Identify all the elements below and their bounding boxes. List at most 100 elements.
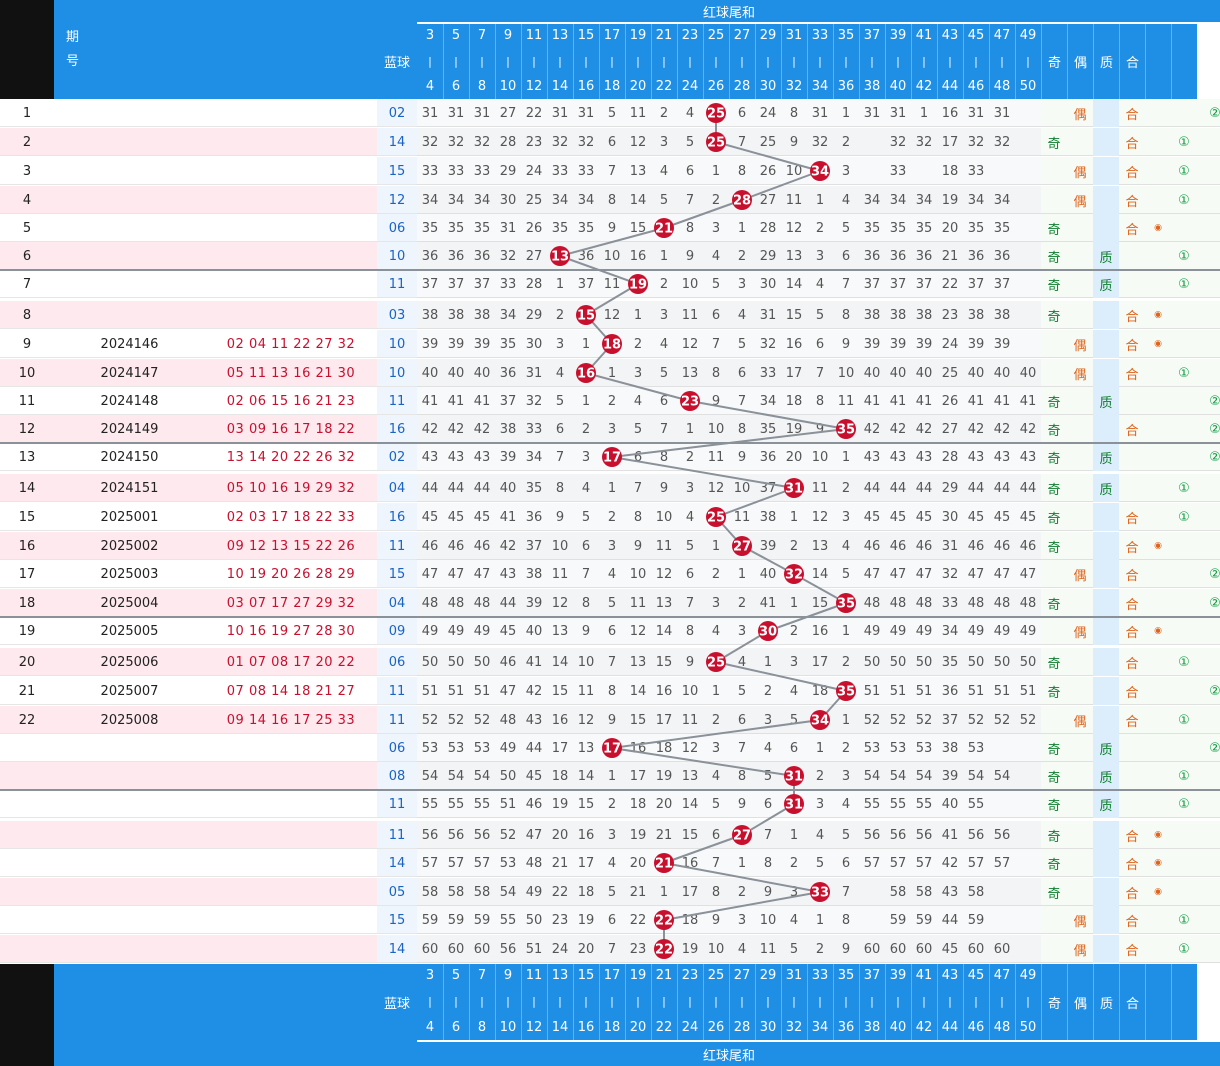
trend-cell: 43 xyxy=(967,449,985,465)
attr-even xyxy=(1067,443,1093,471)
attr-odd: 奇 xyxy=(1047,395,1061,411)
trend-cell: 36 xyxy=(421,248,439,264)
attr-odd: 奇 xyxy=(1047,250,1061,266)
attr-even: 偶 xyxy=(1073,568,1087,584)
trend-cell: 19 xyxy=(629,827,647,843)
attr-odd xyxy=(1041,617,1067,645)
header-col-top-label: 29 xyxy=(759,28,777,43)
attr-comp: 合 xyxy=(1125,136,1139,152)
row-red-balls: 09 12 13 15 22 26 xyxy=(226,538,356,554)
trend-cell: 2 xyxy=(737,595,747,611)
attr-comp xyxy=(1119,242,1145,270)
header-col-top-label: 21 xyxy=(655,28,673,43)
header-col-17: 17 | 18 xyxy=(599,24,625,99)
row-index: 20 xyxy=(18,654,36,670)
row-index xyxy=(0,790,54,818)
trend-cell: 54 xyxy=(863,768,881,784)
trend-cell: 45 xyxy=(1019,509,1037,525)
trend-cell: 5 xyxy=(607,595,617,611)
col-line xyxy=(495,964,496,1040)
trend-cell: 48 xyxy=(967,595,985,611)
trend-cell: 33 xyxy=(499,276,517,292)
trend-cell: 23 xyxy=(941,307,959,323)
row-blue-ball: 14 xyxy=(388,855,406,871)
trend-cell: 14 xyxy=(811,566,829,582)
trend-cell: 3 xyxy=(815,248,825,264)
trend-cell: 60 xyxy=(863,941,881,957)
header-col-bottom-label: 48 xyxy=(993,79,1011,94)
row-bg-trend xyxy=(417,99,1041,127)
col-divider: | xyxy=(974,54,978,68)
trend-cell: 30 xyxy=(525,336,543,352)
trend-cell: 40 xyxy=(421,365,439,381)
attr-odd: 奇 xyxy=(1047,742,1061,758)
trend-cell: 4 xyxy=(737,654,747,670)
trend-cell: 57 xyxy=(421,855,439,871)
trend-cell: 7 xyxy=(685,595,695,611)
trend-cell: 17 xyxy=(785,365,803,381)
row-blue-ball: 02 xyxy=(388,105,406,121)
trend-cell xyxy=(1015,330,1041,358)
trend-cell: 1 xyxy=(607,768,617,784)
trend-cell: 2 xyxy=(789,538,799,554)
footer-col-41: 41 | 42 xyxy=(911,964,937,1040)
row-blue-ball: 11 xyxy=(388,796,406,812)
col-line xyxy=(911,24,912,99)
trend-cell xyxy=(1015,157,1041,185)
trend-cell: 7 xyxy=(659,421,669,437)
trend-cell: 35 xyxy=(421,220,439,236)
trend-cell: 47 xyxy=(889,566,907,582)
attr-even: 偶 xyxy=(1073,625,1087,641)
trend-cell: 1 xyxy=(711,163,721,179)
row-blue-ball: 03 xyxy=(388,307,406,323)
attr-odd xyxy=(1041,906,1067,934)
footer-col-25: 25 | 26 xyxy=(703,964,729,1040)
trend-cell: 1 xyxy=(737,566,747,582)
trend-cell: 5 xyxy=(841,220,851,236)
row-bg-trend xyxy=(417,242,1041,270)
row-blue-ball: 11 xyxy=(388,393,406,409)
row-blue-ball: 11 xyxy=(388,827,406,843)
trend-cell: 41 xyxy=(889,393,907,409)
header-col-9: 9 | 10 xyxy=(495,24,521,99)
trend-cell: 4 xyxy=(789,912,799,928)
trend-cell: 13 xyxy=(629,654,647,670)
header-col-bottom-label: 50 xyxy=(1019,79,1037,94)
trend-cell: 11 xyxy=(655,538,673,554)
row-red-balls xyxy=(205,935,377,963)
row-bg-attr xyxy=(1041,128,1220,156)
row-red-balls xyxy=(205,878,377,906)
row-blue-ball: 15 xyxy=(388,912,406,928)
trend-cell: 13 xyxy=(681,365,699,381)
trend-cell: 36 xyxy=(863,248,881,264)
col-line xyxy=(573,964,574,1040)
trend-cell: 2 xyxy=(607,796,617,812)
row-bg-left xyxy=(0,242,377,270)
trend-cell: 54 xyxy=(915,768,933,784)
attr-prime xyxy=(1093,849,1119,877)
row-period xyxy=(54,214,205,242)
trend-cell: 5 xyxy=(659,365,669,381)
trend-cell xyxy=(1015,821,1041,849)
attr-mark: ① xyxy=(1178,654,1190,670)
col-line xyxy=(443,24,444,99)
trend-cell: 41 xyxy=(941,827,959,843)
col-line xyxy=(781,24,782,99)
header-col-top-label: 33 xyxy=(811,28,829,43)
trend-cell: 18 xyxy=(941,163,959,179)
trend-cell xyxy=(989,878,1015,906)
trend-cell: 4 xyxy=(685,509,695,525)
trend-cell: 21 xyxy=(551,855,569,871)
col-divider: | xyxy=(948,54,952,68)
attr-odd: 奇 xyxy=(1047,540,1061,556)
row-bg-blue xyxy=(377,359,417,387)
trend-cell: 3 xyxy=(581,449,591,465)
trend-cell: 15 xyxy=(655,654,673,670)
trend-cell: 18 xyxy=(681,912,699,928)
trend-cell: 32 xyxy=(915,134,933,150)
trend-cell: 38 xyxy=(967,307,985,323)
trend-cell: 5 xyxy=(607,105,617,121)
trend-cell: 12 xyxy=(681,336,699,352)
trend-cell: 14 xyxy=(681,796,699,812)
trend-cell: 37 xyxy=(447,276,465,292)
